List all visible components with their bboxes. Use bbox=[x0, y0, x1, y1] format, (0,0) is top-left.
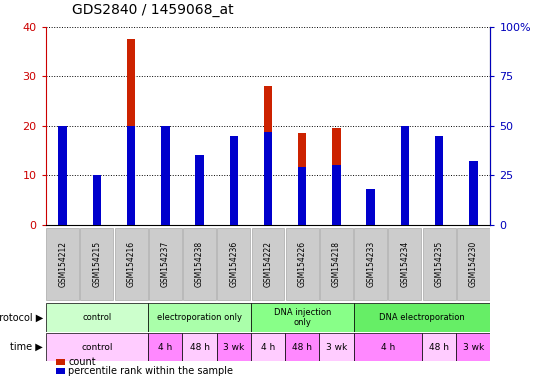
Text: GSM154216: GSM154216 bbox=[126, 241, 136, 287]
Bar bbox=[229, 202, 238, 225]
Text: GSM154212: GSM154212 bbox=[58, 241, 67, 287]
Bar bbox=[298, 133, 307, 225]
FancyBboxPatch shape bbox=[182, 333, 217, 361]
FancyBboxPatch shape bbox=[183, 228, 216, 300]
Text: GDS2840 / 1459068_at: GDS2840 / 1459068_at bbox=[72, 3, 234, 17]
Text: control: control bbox=[81, 343, 113, 352]
Text: time ▶: time ▶ bbox=[10, 342, 43, 352]
FancyBboxPatch shape bbox=[218, 228, 250, 300]
Bar bbox=[298, 167, 307, 225]
FancyBboxPatch shape bbox=[149, 228, 182, 300]
FancyBboxPatch shape bbox=[354, 303, 490, 332]
FancyBboxPatch shape bbox=[148, 303, 251, 332]
Text: DNA electroporation: DNA electroporation bbox=[379, 313, 465, 322]
FancyBboxPatch shape bbox=[251, 228, 285, 300]
Bar bbox=[400, 205, 409, 225]
FancyBboxPatch shape bbox=[457, 228, 490, 300]
FancyBboxPatch shape bbox=[80, 228, 113, 300]
Bar bbox=[264, 132, 272, 225]
Bar bbox=[367, 189, 375, 225]
Text: GSM154238: GSM154238 bbox=[195, 241, 204, 287]
Bar bbox=[195, 156, 204, 225]
Bar bbox=[469, 212, 478, 225]
Text: 48 h: 48 h bbox=[292, 343, 312, 352]
Bar bbox=[127, 39, 136, 225]
Text: percentile rank within the sample: percentile rank within the sample bbox=[68, 366, 233, 376]
Bar bbox=[332, 128, 341, 225]
FancyBboxPatch shape bbox=[251, 303, 354, 332]
Bar bbox=[161, 195, 169, 225]
Text: 48 h: 48 h bbox=[190, 343, 210, 352]
FancyBboxPatch shape bbox=[456, 333, 490, 361]
Bar bbox=[264, 86, 272, 225]
Text: 4 h: 4 h bbox=[381, 343, 395, 352]
FancyBboxPatch shape bbox=[251, 333, 285, 361]
Bar bbox=[195, 200, 204, 225]
FancyBboxPatch shape bbox=[217, 333, 251, 361]
Bar bbox=[127, 126, 136, 225]
Bar bbox=[93, 212, 101, 225]
Text: GSM154230: GSM154230 bbox=[469, 241, 478, 287]
FancyBboxPatch shape bbox=[46, 228, 79, 300]
Text: 3 wk: 3 wk bbox=[326, 343, 347, 352]
Bar bbox=[400, 126, 409, 225]
FancyBboxPatch shape bbox=[389, 228, 421, 300]
Text: GSM154237: GSM154237 bbox=[161, 241, 170, 287]
Text: GSM154233: GSM154233 bbox=[366, 241, 375, 287]
FancyBboxPatch shape bbox=[148, 333, 182, 361]
FancyBboxPatch shape bbox=[46, 303, 148, 332]
Text: 3 wk: 3 wk bbox=[463, 343, 484, 352]
FancyBboxPatch shape bbox=[354, 228, 387, 300]
Text: GSM154236: GSM154236 bbox=[229, 241, 239, 287]
Text: DNA injection
only: DNA injection only bbox=[273, 308, 331, 328]
FancyBboxPatch shape bbox=[286, 228, 318, 300]
Text: 4 h: 4 h bbox=[158, 343, 173, 352]
Bar bbox=[161, 126, 169, 225]
Bar bbox=[229, 136, 238, 225]
FancyBboxPatch shape bbox=[115, 228, 147, 300]
FancyBboxPatch shape bbox=[422, 333, 456, 361]
Text: GSM154234: GSM154234 bbox=[400, 241, 410, 287]
FancyBboxPatch shape bbox=[320, 228, 353, 300]
Text: GSM154218: GSM154218 bbox=[332, 241, 341, 287]
Bar bbox=[58, 200, 67, 225]
Text: GSM154235: GSM154235 bbox=[435, 241, 444, 287]
FancyBboxPatch shape bbox=[319, 333, 354, 361]
Bar bbox=[93, 175, 101, 225]
Text: electroporation only: electroporation only bbox=[157, 313, 242, 322]
FancyBboxPatch shape bbox=[46, 333, 148, 361]
Text: 48 h: 48 h bbox=[429, 343, 449, 352]
Text: count: count bbox=[68, 357, 96, 367]
Text: 4 h: 4 h bbox=[261, 343, 275, 352]
Text: GSM154226: GSM154226 bbox=[297, 241, 307, 287]
Text: protocol ▶: protocol ▶ bbox=[0, 313, 43, 323]
FancyBboxPatch shape bbox=[285, 333, 319, 361]
Bar bbox=[367, 220, 375, 225]
Bar bbox=[469, 161, 478, 225]
Text: control: control bbox=[82, 313, 111, 322]
Text: GSM154215: GSM154215 bbox=[92, 241, 101, 287]
Bar bbox=[435, 190, 443, 225]
Bar bbox=[58, 126, 67, 225]
Text: 3 wk: 3 wk bbox=[223, 343, 244, 352]
FancyBboxPatch shape bbox=[423, 228, 456, 300]
FancyBboxPatch shape bbox=[354, 333, 422, 361]
Text: GSM154222: GSM154222 bbox=[264, 241, 272, 287]
Bar bbox=[332, 166, 341, 225]
Bar bbox=[435, 136, 443, 225]
